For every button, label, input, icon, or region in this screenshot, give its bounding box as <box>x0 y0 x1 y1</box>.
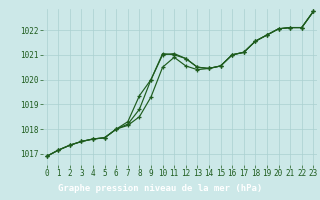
Text: Graphe pression niveau de la mer (hPa): Graphe pression niveau de la mer (hPa) <box>58 184 262 193</box>
